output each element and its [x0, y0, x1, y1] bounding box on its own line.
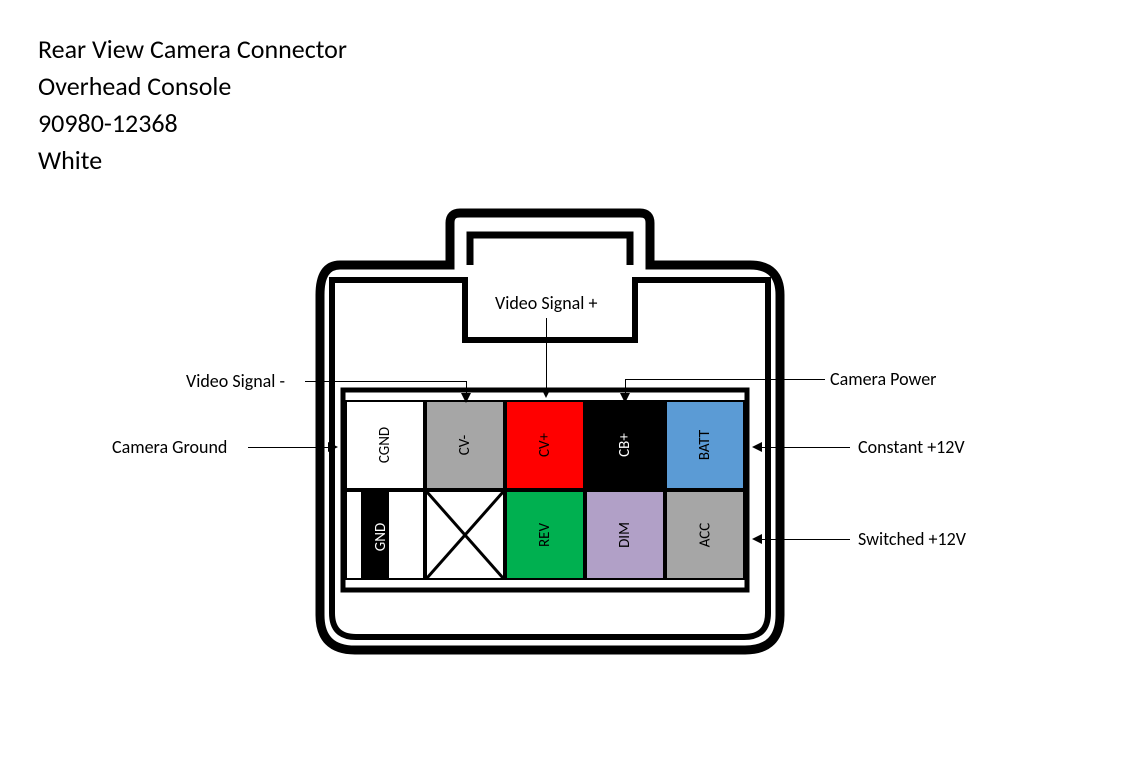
pin-label-acc: ACC: [696, 523, 714, 548]
pin-label-gnd: GND: [372, 523, 390, 551]
pin-label-dim: DIM: [616, 522, 634, 548]
arrow-video-plus-head: [541, 388, 551, 398]
pin-batt: BATT: [665, 400, 745, 490]
pin-label-cb+: CB+: [616, 433, 634, 457]
pin-label-rev: REV: [536, 523, 554, 547]
arrow-camera-power-line2: [625, 379, 681, 380]
callout-constant-12v: Constant +12V: [858, 436, 965, 458]
header-line-3: 90980-12368: [38, 106, 347, 141]
connector-diagram: CGND CV- CV+ CB+ BATT GNDGND REV DIM ACC: [270, 205, 870, 725]
pin-cv+: CV+: [505, 400, 585, 490]
arrow-constant-head: [752, 442, 762, 452]
header-line-4: White: [38, 143, 347, 178]
pin-x: [425, 490, 505, 580]
x-mark-icon: [427, 492, 503, 578]
arrow-video-minus-head: [461, 393, 471, 403]
arrow-video-plus-line: [546, 318, 547, 390]
callout-camera-ground: Camera Ground: [112, 436, 227, 458]
header-line-1: Rear View Camera Connector: [38, 32, 347, 67]
arrow-camera-ground-line: [248, 447, 330, 448]
pin-dim: DIM: [585, 490, 665, 580]
pin-cgnd: CGND: [345, 400, 425, 490]
callout-camera-power: Camera Power: [830, 368, 936, 390]
header-block: Rear View Camera Connector Overhead Cons…: [38, 32, 347, 180]
callout-video-signal-plus: Video Signal +: [495, 292, 597, 314]
pin-label-cgnd: CGND: [376, 427, 394, 463]
arrow-constant-line: [760, 447, 850, 448]
arrow-camera-ground-head: [328, 442, 338, 452]
pin-gnd: GNDGND: [345, 490, 425, 580]
header-line-2: Overhead Console: [38, 69, 347, 104]
callout-video-signal-minus: Video Signal -: [186, 370, 285, 392]
pin-rev: REV: [505, 490, 585, 580]
pin-label-batt: BATT: [696, 430, 714, 460]
callout-switched-12v: Switched +12V: [858, 528, 966, 550]
pin-cb+: CB+: [585, 400, 665, 490]
arrow-video-minus-line2: [400, 381, 466, 382]
pin-label-cv-: CV-: [456, 435, 474, 455]
pin-acc: ACC: [665, 490, 745, 580]
arrow-camera-power-head: [620, 393, 630, 403]
arrow-video-minus-line: [305, 381, 400, 382]
arrow-camera-power-line: [680, 379, 825, 380]
arrow-switched-head: [752, 534, 762, 544]
pin-cv-: CV-: [425, 400, 505, 490]
pin-label-cv+: CV+: [536, 433, 554, 457]
arrow-switched-line: [760, 539, 850, 540]
